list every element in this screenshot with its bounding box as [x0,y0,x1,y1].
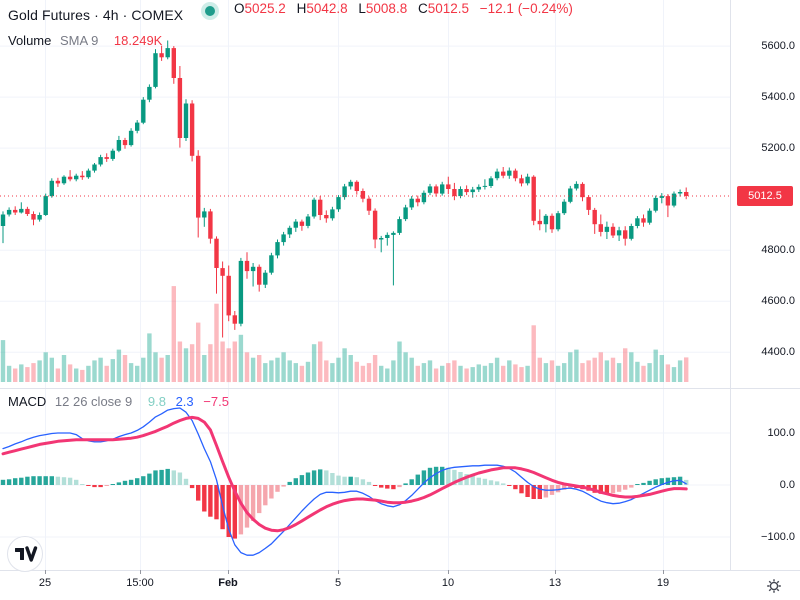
open-value: 5025.2 [244,1,286,16]
ohlc-readout: O5025.2 H5042.8 L5008.8 C5012.5 −12.1 (−… [234,1,573,16]
macd-indicator-params: 12 26 close 9 [54,394,133,409]
low-value: 5008.8 [365,1,408,16]
macd-signal-value: −7.5 [203,394,229,409]
price-axis-label: 5200.0 [761,142,795,154]
market-status-icon[interactable] [201,2,219,20]
macd-hist-value: 9.8 [147,394,166,409]
price-axis-label: 5600.0 [761,40,795,52]
time-axis-label: 5 [334,577,342,589]
volume-indicator-name: Volume [8,33,52,48]
settings-gear-button[interactable] [764,576,784,596]
time-axis-label: Feb [218,577,238,589]
market-status-core [205,6,215,16]
macd-axis-label: 100.0 [767,427,795,439]
close-label: C [417,1,428,16]
time-axis-label: 25 [38,577,52,589]
time-axis-label: 13 [548,577,562,589]
symbol-title[interactable]: Gold Futures · 4h · COMEX [8,7,184,23]
time-axis[interactable]: 25 15:00 Feb 5 10 13 19 [0,571,800,600]
macd-line-value: 2.3 [175,394,194,409]
macd-indicator-name: MACD [8,394,47,409]
last-price-badge: 5012.5 [737,186,793,206]
price-axis-label: 4600.0 [761,295,795,307]
tradingview-logo-icon [15,546,38,562]
low-label: L [358,1,366,16]
macd-axis-label: 0.0 [779,479,795,491]
open-label: O [234,1,245,16]
time-axis-label: 15:00 [126,577,154,589]
price-axis-label: 4400.0 [761,346,795,358]
volume-legend[interactable]: Volume SMA 9 18.249K [8,33,162,48]
close-value: 5012.5 [427,1,470,16]
gear-icon [767,579,781,593]
price-axis-label: 4800.0 [761,244,795,256]
price-axis-label: 5400.0 [761,91,795,103]
high-label: H [296,1,307,16]
macd-legend[interactable]: MACD 12 26 close 9 9.8 2.3 −7.5 [8,394,229,409]
change-value: −12.1 (−0.24%) [479,1,573,16]
volume-indicator-value: 18.249K [113,33,163,48]
volume-indicator-params: SMA 9 [60,33,99,48]
time-axis-label: 10 [441,577,455,589]
main-legend: Gold Futures · 4h · COMEX [8,7,183,25]
price-axis[interactable]: 5012.5 5600.0 5400.0 5200.0 4800.0 4600.0 440… [731,0,800,570]
high-value: 5042.8 [306,1,348,16]
time-axis-label: 19 [656,577,670,589]
macd-axis-label: −100.0 [761,531,795,543]
tradingview-logo[interactable] [7,536,43,572]
